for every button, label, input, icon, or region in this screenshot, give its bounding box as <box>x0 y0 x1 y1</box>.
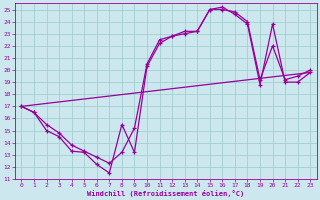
X-axis label: Windchill (Refroidissement éolien,°C): Windchill (Refroidissement éolien,°C) <box>87 190 244 197</box>
